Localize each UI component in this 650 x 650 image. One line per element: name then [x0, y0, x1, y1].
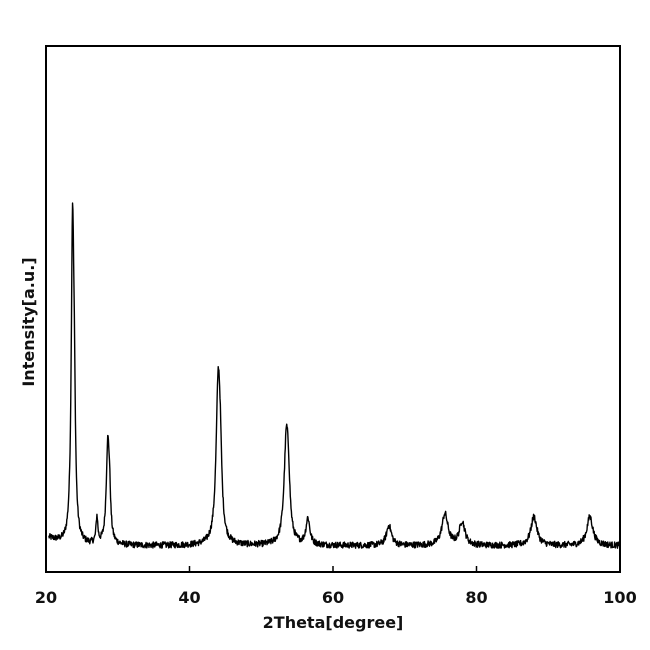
- x-tick-label-20: 20: [35, 588, 57, 607]
- x-tick-label-80: 80: [465, 588, 487, 607]
- x-tick-label-60: 60: [322, 588, 344, 607]
- x-axis-ticks: [45, 566, 621, 572]
- x-tick-label-100: 100: [603, 588, 636, 607]
- x-axis-tick-labels: 20 40 60 80 100: [35, 588, 637, 607]
- x-axis-title: 2Theta[degree]: [263, 613, 404, 632]
- plot-frame: [45, 45, 621, 573]
- x-tick-label-40: 40: [178, 588, 200, 607]
- intensity-series-line: [48, 202, 621, 549]
- y-axis-title: Intensity[a.u.]: [19, 257, 38, 386]
